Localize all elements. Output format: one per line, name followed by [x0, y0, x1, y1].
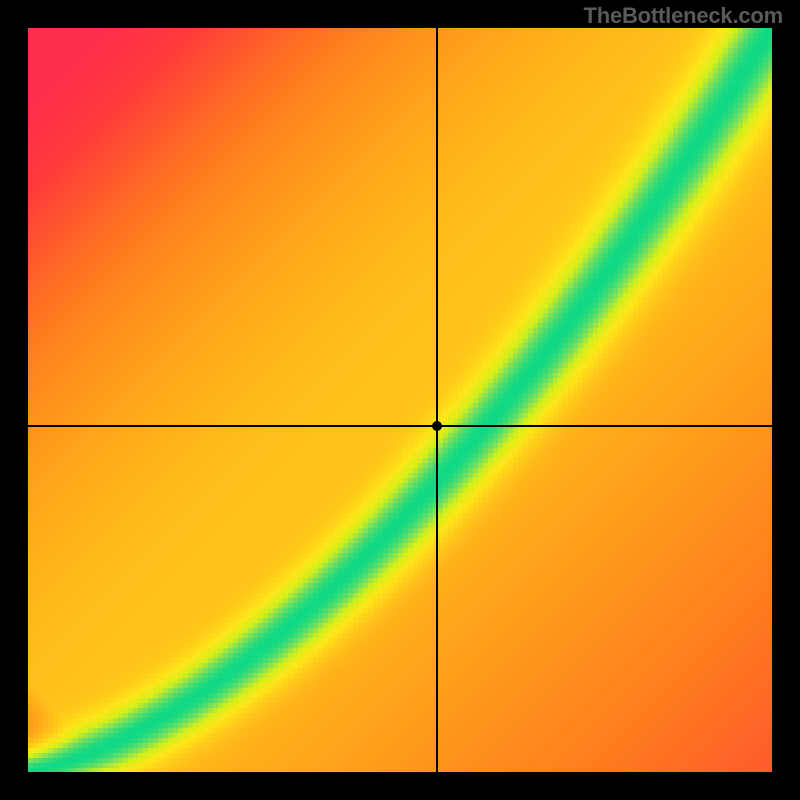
watermark-text: TheBottleneck.com	[583, 3, 783, 29]
heatmap-canvas	[28, 28, 772, 772]
chart-frame: TheBottleneck.com	[0, 0, 800, 800]
